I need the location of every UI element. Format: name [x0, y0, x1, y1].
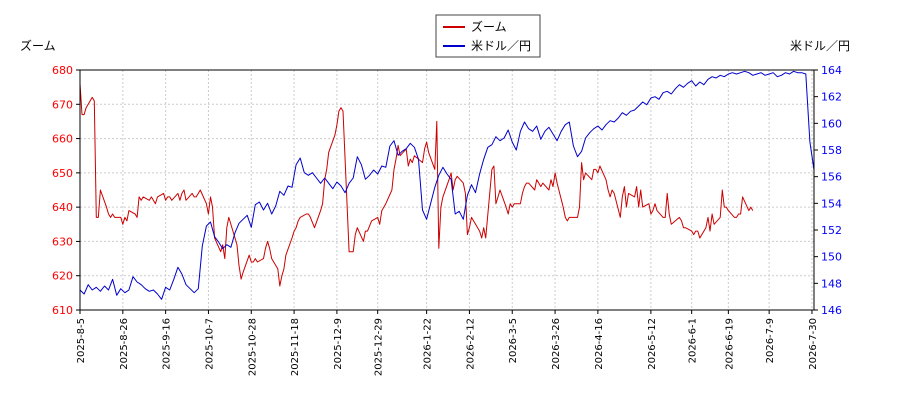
series-line-zoom	[79, 83, 754, 287]
right-tick-label: 164	[821, 64, 842, 77]
right-tick-label: 158	[821, 144, 842, 157]
x-tick-label: 2025-10-28	[247, 318, 258, 376]
x-tick-label: 2025-11-18	[290, 318, 301, 376]
left-tick-label: 630	[52, 235, 73, 248]
legend-label-zoom: ズーム	[471, 19, 507, 34]
x-tick-label: 2026-3-26	[551, 318, 562, 370]
x-tick-label: 2026-6-1	[688, 318, 699, 363]
legend-label-usdjpy: 米ドル／円	[471, 39, 531, 53]
legend-box	[435, 14, 541, 58]
x-axis: 2025-8-5 2025-8-26 2025-9-16 2025-10-7 2025-…	[76, 310, 819, 376]
left-tick-label: 680	[52, 64, 73, 77]
right-tick-label: 156	[821, 171, 842, 184]
series-line-usdjpy	[79, 70, 815, 300]
right-tick-label: 146	[821, 304, 842, 317]
x-tick-label: 2026-4-16	[594, 318, 605, 370]
x-tick-label: 2025-8-26	[119, 318, 130, 370]
x-tick-label: 2025-8-5	[76, 318, 87, 363]
x-tick-label: 2026-3-5	[508, 318, 519, 363]
x-tick-label: 2026-2-12	[465, 318, 476, 370]
series-lines	[79, 70, 815, 300]
left-tick-label: 670	[52, 98, 73, 111]
plot-area	[79, 69, 815, 311]
right-tick-label: 148	[821, 277, 842, 290]
x-tick-label: 2026-7-9	[765, 318, 776, 363]
x-tick-label: 2025-12-29	[374, 318, 385, 376]
left-tick-label: 640	[52, 201, 73, 214]
right-tick-label: 150	[821, 251, 842, 264]
left-tick-label: 620	[52, 270, 73, 283]
right-tick-label: 160	[821, 117, 842, 130]
left-tick-label: 610	[52, 304, 73, 317]
grid	[79, 69, 814, 311]
legend: ズーム 米ドル／円	[435, 14, 541, 58]
left-axis: 610 620 630 640 650 660 670 680	[52, 64, 80, 317]
x-tick-label: 2025-10-7	[204, 318, 215, 370]
left-tick-label: 650	[52, 167, 73, 180]
x-tick-label: 2026-6-19	[724, 318, 735, 370]
x-tick-label: 2025-9-16	[162, 318, 173, 370]
right-tick-label: 154	[821, 197, 842, 210]
plot-frame	[79, 69, 815, 311]
x-tick-label: 2026-5-12	[647, 318, 658, 370]
x-tick-label: 2025-12-9	[333, 318, 344, 370]
x-tick-label: 2026-1-22	[423, 318, 434, 370]
left-tick-label: 660	[52, 133, 73, 146]
right-tick-label: 152	[821, 224, 842, 237]
right-axis-title: 米ドル／円	[790, 39, 850, 53]
x-tick-label: 2026-7-30	[808, 318, 819, 370]
right-tick-label: 162	[821, 91, 842, 104]
right-axis: 146 148 150 152 154 156 158 160 162 164	[814, 64, 842, 317]
left-axis-title: ズーム	[20, 38, 56, 53]
